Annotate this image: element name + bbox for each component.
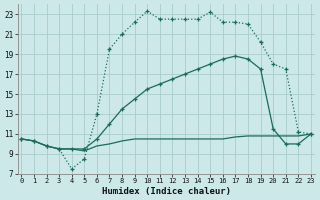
X-axis label: Humidex (Indice chaleur): Humidex (Indice chaleur) bbox=[102, 187, 231, 196]
